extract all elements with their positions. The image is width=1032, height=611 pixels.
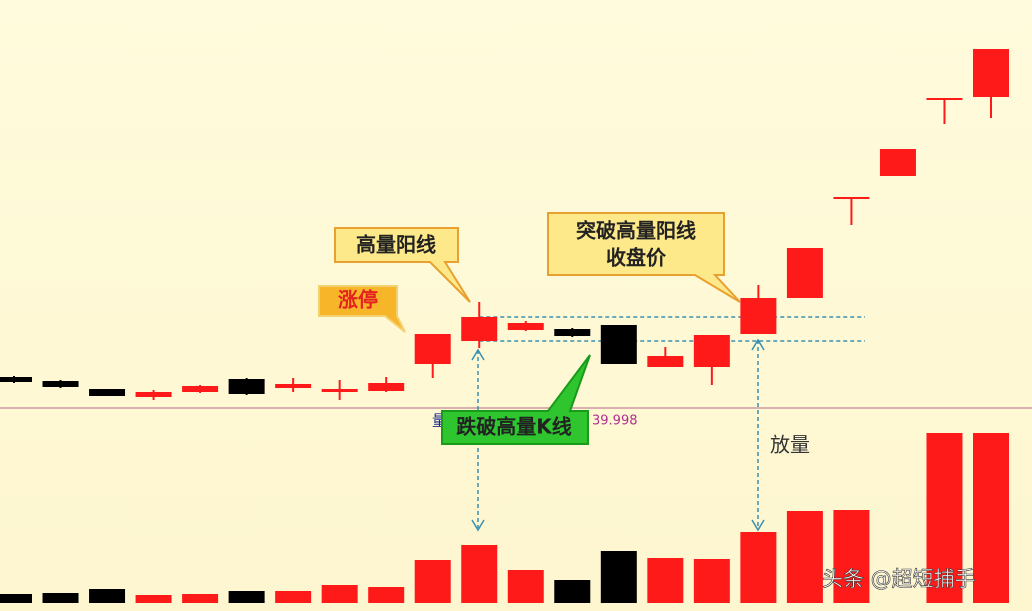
callout-box [318, 285, 406, 333]
volume-bar [228, 591, 265, 603]
candle-body [786, 248, 823, 298]
callout-text: 收盘价 [606, 246, 667, 270]
watermark: 头条 @超短捕手 [822, 567, 976, 591]
volume-bar [693, 559, 730, 603]
callout-text: 跌破高量K线 [456, 415, 572, 439]
volume-bar [135, 595, 172, 603]
candle-body [740, 298, 777, 334]
candle-body [926, 98, 963, 100]
candle-body [461, 317, 498, 341]
volume-bar [0, 594, 32, 603]
volume-bar [321, 585, 358, 603]
volume-bar [833, 510, 870, 603]
candle-body [693, 335, 730, 367]
arrow-head [751, 338, 765, 532]
callout-box [334, 227, 471, 303]
volume-bar [42, 593, 79, 603]
volume-bar [507, 570, 544, 603]
volume-bar [461, 545, 498, 603]
candle-body [973, 49, 1009, 97]
callout-text: 涨停 [338, 288, 378, 312]
candle-body [228, 379, 265, 394]
callout-text: 高量阳线 [356, 233, 436, 257]
volume-bar [740, 532, 777, 603]
candle-body [554, 329, 591, 336]
candle-body [833, 197, 870, 199]
candle-body [600, 325, 637, 364]
volume-bar [414, 560, 451, 603]
candle-body [89, 389, 126, 396]
callout-box [441, 354, 591, 445]
candle-body [42, 381, 79, 387]
candle-body [507, 323, 544, 330]
candle-body [182, 386, 219, 392]
callout-text: 突破高量阳线 [576, 219, 696, 243]
volume-bar [182, 594, 219, 603]
callout-box [547, 212, 741, 303]
candle-body [275, 384, 312, 388]
volume-bar [786, 511, 823, 603]
volume-bar [973, 433, 1009, 603]
candle-body [879, 149, 916, 176]
candle-body [0, 377, 32, 382]
volume-bar [275, 591, 312, 603]
arrow-head [471, 348, 485, 532]
candle-body [321, 389, 358, 392]
candle-body [414, 334, 451, 364]
volume-bar [926, 433, 963, 603]
volume-readout: 39.998 [592, 414, 638, 429]
volume-bar [368, 587, 405, 603]
volume-bar [647, 558, 684, 603]
candle-body [647, 356, 684, 367]
volume-bar [554, 580, 591, 603]
volume-bar [89, 589, 126, 603]
marks [0, 49, 1009, 603]
annotation: 放量 [770, 433, 810, 457]
candle-body [368, 383, 405, 391]
candle-body [135, 392, 172, 397]
volume-bar [600, 551, 637, 603]
